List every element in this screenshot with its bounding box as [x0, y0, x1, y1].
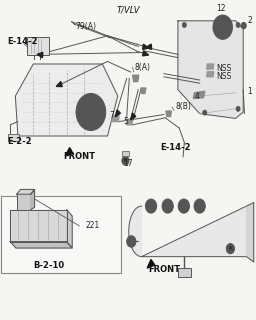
Circle shape — [213, 15, 232, 39]
Bar — [27, 37, 49, 55]
Polygon shape — [65, 148, 73, 156]
Circle shape — [122, 156, 129, 165]
Circle shape — [145, 199, 157, 213]
Circle shape — [76, 93, 106, 131]
Polygon shape — [131, 113, 136, 120]
Polygon shape — [147, 260, 155, 268]
Polygon shape — [166, 111, 172, 116]
Polygon shape — [112, 116, 119, 122]
Circle shape — [197, 203, 202, 209]
Text: NSS: NSS — [216, 64, 232, 73]
Text: 8(A): 8(A) — [134, 63, 151, 72]
Polygon shape — [17, 189, 35, 194]
Text: 4: 4 — [195, 92, 200, 100]
Bar — [122, 151, 129, 156]
Text: 7: 7 — [109, 111, 114, 120]
Circle shape — [236, 106, 240, 111]
Polygon shape — [207, 64, 214, 69]
Text: K: K — [124, 158, 127, 163]
Polygon shape — [115, 110, 120, 117]
Polygon shape — [129, 206, 247, 257]
Polygon shape — [10, 210, 67, 242]
Text: 1: 1 — [247, 87, 252, 96]
Text: 12: 12 — [217, 4, 226, 12]
Polygon shape — [146, 44, 152, 49]
Text: 221: 221 — [86, 221, 100, 230]
Circle shape — [182, 22, 186, 28]
Bar — [184, 257, 185, 269]
Bar — [1, 196, 121, 273]
Circle shape — [203, 110, 207, 115]
Text: K: K — [228, 246, 232, 251]
Text: B-2-10: B-2-10 — [33, 261, 64, 270]
Circle shape — [236, 22, 240, 28]
Text: 2: 2 — [247, 16, 252, 25]
Circle shape — [221, 25, 224, 29]
Text: NSS: NSS — [216, 72, 232, 81]
Text: FRONT: FRONT — [148, 265, 180, 274]
Polygon shape — [143, 44, 148, 50]
Polygon shape — [67, 210, 72, 248]
Circle shape — [241, 22, 246, 29]
Polygon shape — [207, 72, 214, 77]
Circle shape — [217, 20, 228, 34]
Text: E-14-2: E-14-2 — [160, 143, 190, 152]
Circle shape — [181, 203, 186, 209]
Circle shape — [83, 102, 99, 122]
Text: 5: 5 — [123, 117, 128, 126]
Bar — [8, 134, 19, 141]
Polygon shape — [193, 91, 205, 99]
Text: 8(B): 8(B) — [175, 102, 191, 111]
Circle shape — [194, 199, 205, 213]
Polygon shape — [37, 52, 43, 58]
Circle shape — [226, 244, 234, 254]
Polygon shape — [126, 119, 133, 125]
Polygon shape — [56, 82, 62, 87]
Text: FRONT: FRONT — [63, 152, 95, 161]
Polygon shape — [247, 203, 254, 262]
Polygon shape — [178, 21, 243, 118]
Text: E-2-2: E-2-2 — [8, 137, 32, 146]
Circle shape — [148, 203, 154, 209]
Circle shape — [178, 199, 189, 213]
Bar — [178, 268, 191, 277]
Circle shape — [162, 199, 173, 213]
Polygon shape — [143, 51, 148, 56]
Text: T/VLV: T/VLV — [116, 6, 140, 15]
Circle shape — [127, 236, 136, 247]
Polygon shape — [15, 64, 118, 136]
Polygon shape — [31, 189, 35, 210]
Text: 17: 17 — [123, 159, 133, 168]
Polygon shape — [10, 242, 72, 248]
Bar — [17, 194, 31, 210]
Circle shape — [165, 203, 170, 209]
Polygon shape — [133, 75, 139, 82]
Text: E-14-2: E-14-2 — [8, 37, 38, 46]
Text: 79(A): 79(A) — [75, 22, 96, 31]
Polygon shape — [141, 88, 146, 93]
